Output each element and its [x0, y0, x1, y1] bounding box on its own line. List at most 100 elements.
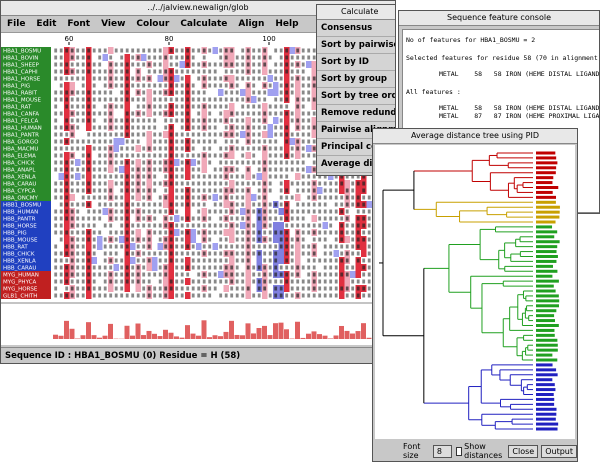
residue	[284, 145, 290, 152]
menu-item[interactable]: Sort by group	[317, 71, 395, 88]
menu-item[interactable]: Average distance tree using PID	[317, 156, 395, 173]
residue	[223, 229, 229, 236]
residue-letter	[180, 195, 184, 200]
conservation-bar	[168, 332, 174, 339]
residue-letter	[164, 237, 168, 242]
residue-letter	[257, 230, 261, 235]
residue-letter	[263, 146, 267, 151]
residue-letter	[131, 160, 135, 165]
conservation-bar	[361, 323, 366, 339]
menu-item[interactable]: File	[7, 19, 26, 29]
menu-item[interactable]: Align	[238, 19, 265, 29]
residue-letter	[329, 293, 333, 298]
menu-item[interactable]: Sort by ID	[317, 54, 395, 71]
menu-item[interactable]: Sort by tree order	[317, 88, 395, 105]
residue-letter	[70, 48, 74, 53]
residue-letter	[175, 181, 179, 186]
residue-letter	[76, 97, 80, 102]
residue-letter	[158, 132, 162, 137]
residue-letter	[224, 48, 228, 53]
menu-item[interactable]: Pairwise alignments	[317, 122, 395, 139]
residue-letter	[213, 265, 217, 270]
residue-letter	[252, 209, 256, 214]
residue	[91, 201, 97, 208]
menu-item[interactable]: Sort by pairwise identity	[317, 37, 395, 54]
residue-letter	[301, 118, 305, 123]
menu-item[interactable]: Remove redundancy	[317, 105, 395, 122]
output-button[interactable]: Output	[541, 444, 577, 458]
residue-letter	[356, 230, 360, 235]
residue-letter	[241, 216, 245, 221]
residue-letter	[87, 111, 91, 116]
residue-letter	[87, 265, 91, 270]
residue-letter	[197, 258, 201, 263]
residue-letter	[202, 216, 206, 221]
menu-item[interactable]: Edit	[36, 19, 57, 29]
menu-item[interactable]: Colour	[136, 19, 170, 29]
residue-letter	[246, 223, 250, 228]
menu-item[interactable]: Principal component analysis	[317, 139, 395, 156]
residue-letter	[142, 104, 146, 109]
residue	[289, 124, 295, 131]
residue-letter	[252, 125, 256, 130]
name-cell	[1, 278, 51, 285]
menu-item[interactable]: View	[101, 19, 126, 29]
font-size-select[interactable]: 8	[432, 444, 452, 458]
residue-letter	[257, 251, 261, 256]
menu-item[interactable]: Calculate	[180, 19, 228, 29]
residue-letter	[340, 202, 344, 207]
residue-letter	[98, 286, 102, 291]
residue	[328, 173, 334, 180]
sequence-name: HBA1_CANFA	[3, 112, 39, 118]
residue	[240, 138, 246, 145]
residue-letter	[263, 111, 267, 116]
residue-letter	[213, 118, 217, 123]
residue-letter	[65, 265, 69, 270]
residue-letter	[279, 125, 283, 130]
residue-letter	[367, 237, 371, 242]
residue-letter	[114, 167, 118, 172]
residue-letter	[180, 104, 184, 109]
residue-letter	[92, 209, 96, 214]
menu-item[interactable]: Help	[275, 19, 299, 29]
residue-letter	[81, 244, 85, 249]
residue-letter	[81, 279, 85, 284]
residue-letter	[235, 202, 239, 207]
residue-letter	[164, 160, 168, 165]
residue-letter	[340, 174, 344, 179]
residue-letter	[224, 146, 228, 151]
checkbox[interactable]	[455, 446, 463, 456]
residue-letter	[351, 195, 355, 200]
residue	[163, 47, 169, 54]
residue-letter	[76, 104, 80, 109]
residue-letter	[186, 104, 190, 109]
residue-letter	[301, 167, 305, 172]
name-cell	[1, 152, 51, 159]
residue-letter	[142, 202, 146, 207]
residue-letter	[290, 265, 294, 270]
menu-item[interactable]: Consensus	[317, 20, 395, 37]
leaf-label	[536, 151, 556, 155]
residue	[229, 180, 235, 187]
residue-letter	[208, 83, 212, 88]
residue-letter	[191, 153, 195, 158]
residue-letter	[87, 286, 91, 291]
residue-letter	[235, 76, 239, 81]
menu-item[interactable]: Font	[67, 19, 91, 29]
residue	[267, 124, 273, 131]
residue-letter	[191, 279, 195, 284]
residue-letter	[268, 160, 272, 165]
residue-letter	[70, 272, 74, 277]
residue-letter	[87, 251, 91, 256]
residue-letter	[334, 272, 338, 277]
conservation-bar	[223, 331, 229, 339]
residue-letter	[136, 237, 140, 242]
residue-letter	[219, 55, 223, 60]
residue-letter	[202, 125, 206, 130]
residue-letter	[197, 125, 201, 130]
residue-letter	[87, 139, 91, 144]
residue-letter	[191, 97, 195, 102]
close-button[interactable]: Close	[508, 444, 539, 458]
residue-letter	[197, 223, 201, 228]
residue-letter	[142, 118, 146, 123]
